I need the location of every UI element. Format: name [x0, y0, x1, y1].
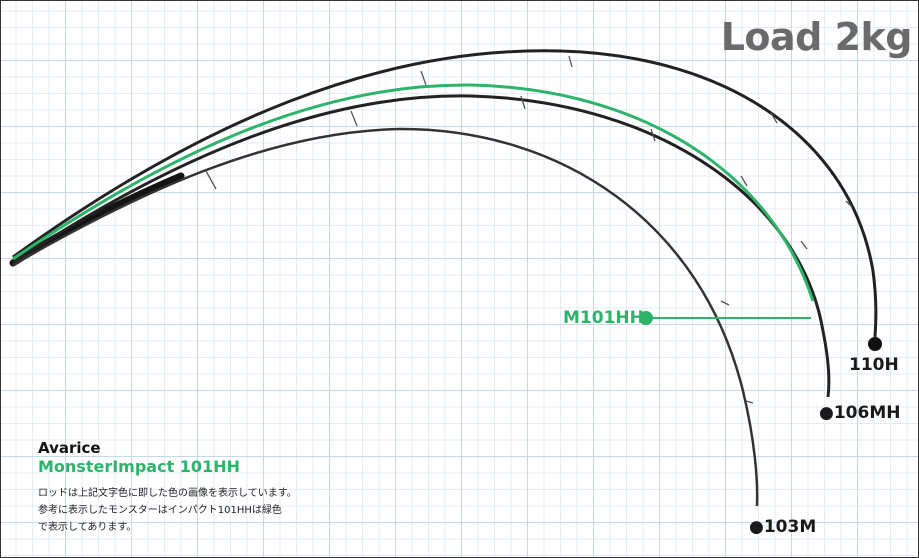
- label-103m: ●103M: [749, 517, 817, 537]
- rod-curve-103m: [12, 127, 759, 507]
- label-110h: 110H: [849, 355, 899, 375]
- model-name: MonsterImpact 101HH: [38, 457, 240, 476]
- load-title: Load 2kg: [720, 15, 913, 59]
- brand-name: Avarice: [38, 439, 101, 457]
- note-line-1: ロッドは上記文字色に即した色の画像を表示しています。: [38, 488, 297, 499]
- tip-dot-110h: [868, 337, 882, 351]
- note-line-3: で表示してあります。: [38, 522, 137, 533]
- note-line-2: 参考に表示したモンスターはインパクト101HHは緑色: [38, 505, 282, 516]
- rod-curve-106mh: [12, 94, 831, 398]
- rod-guides: [205, 55, 853, 404]
- rod-curve-110h: [12, 49, 878, 338]
- info-block: Avarice MonsterImpact 101HH ロッドは上記文字色に即し…: [38, 439, 297, 536]
- label-m101hh: M101HH: [563, 308, 644, 328]
- rod-curve-m101hh: [12, 83, 815, 302]
- label-106mh: ●106MH: [819, 403, 901, 423]
